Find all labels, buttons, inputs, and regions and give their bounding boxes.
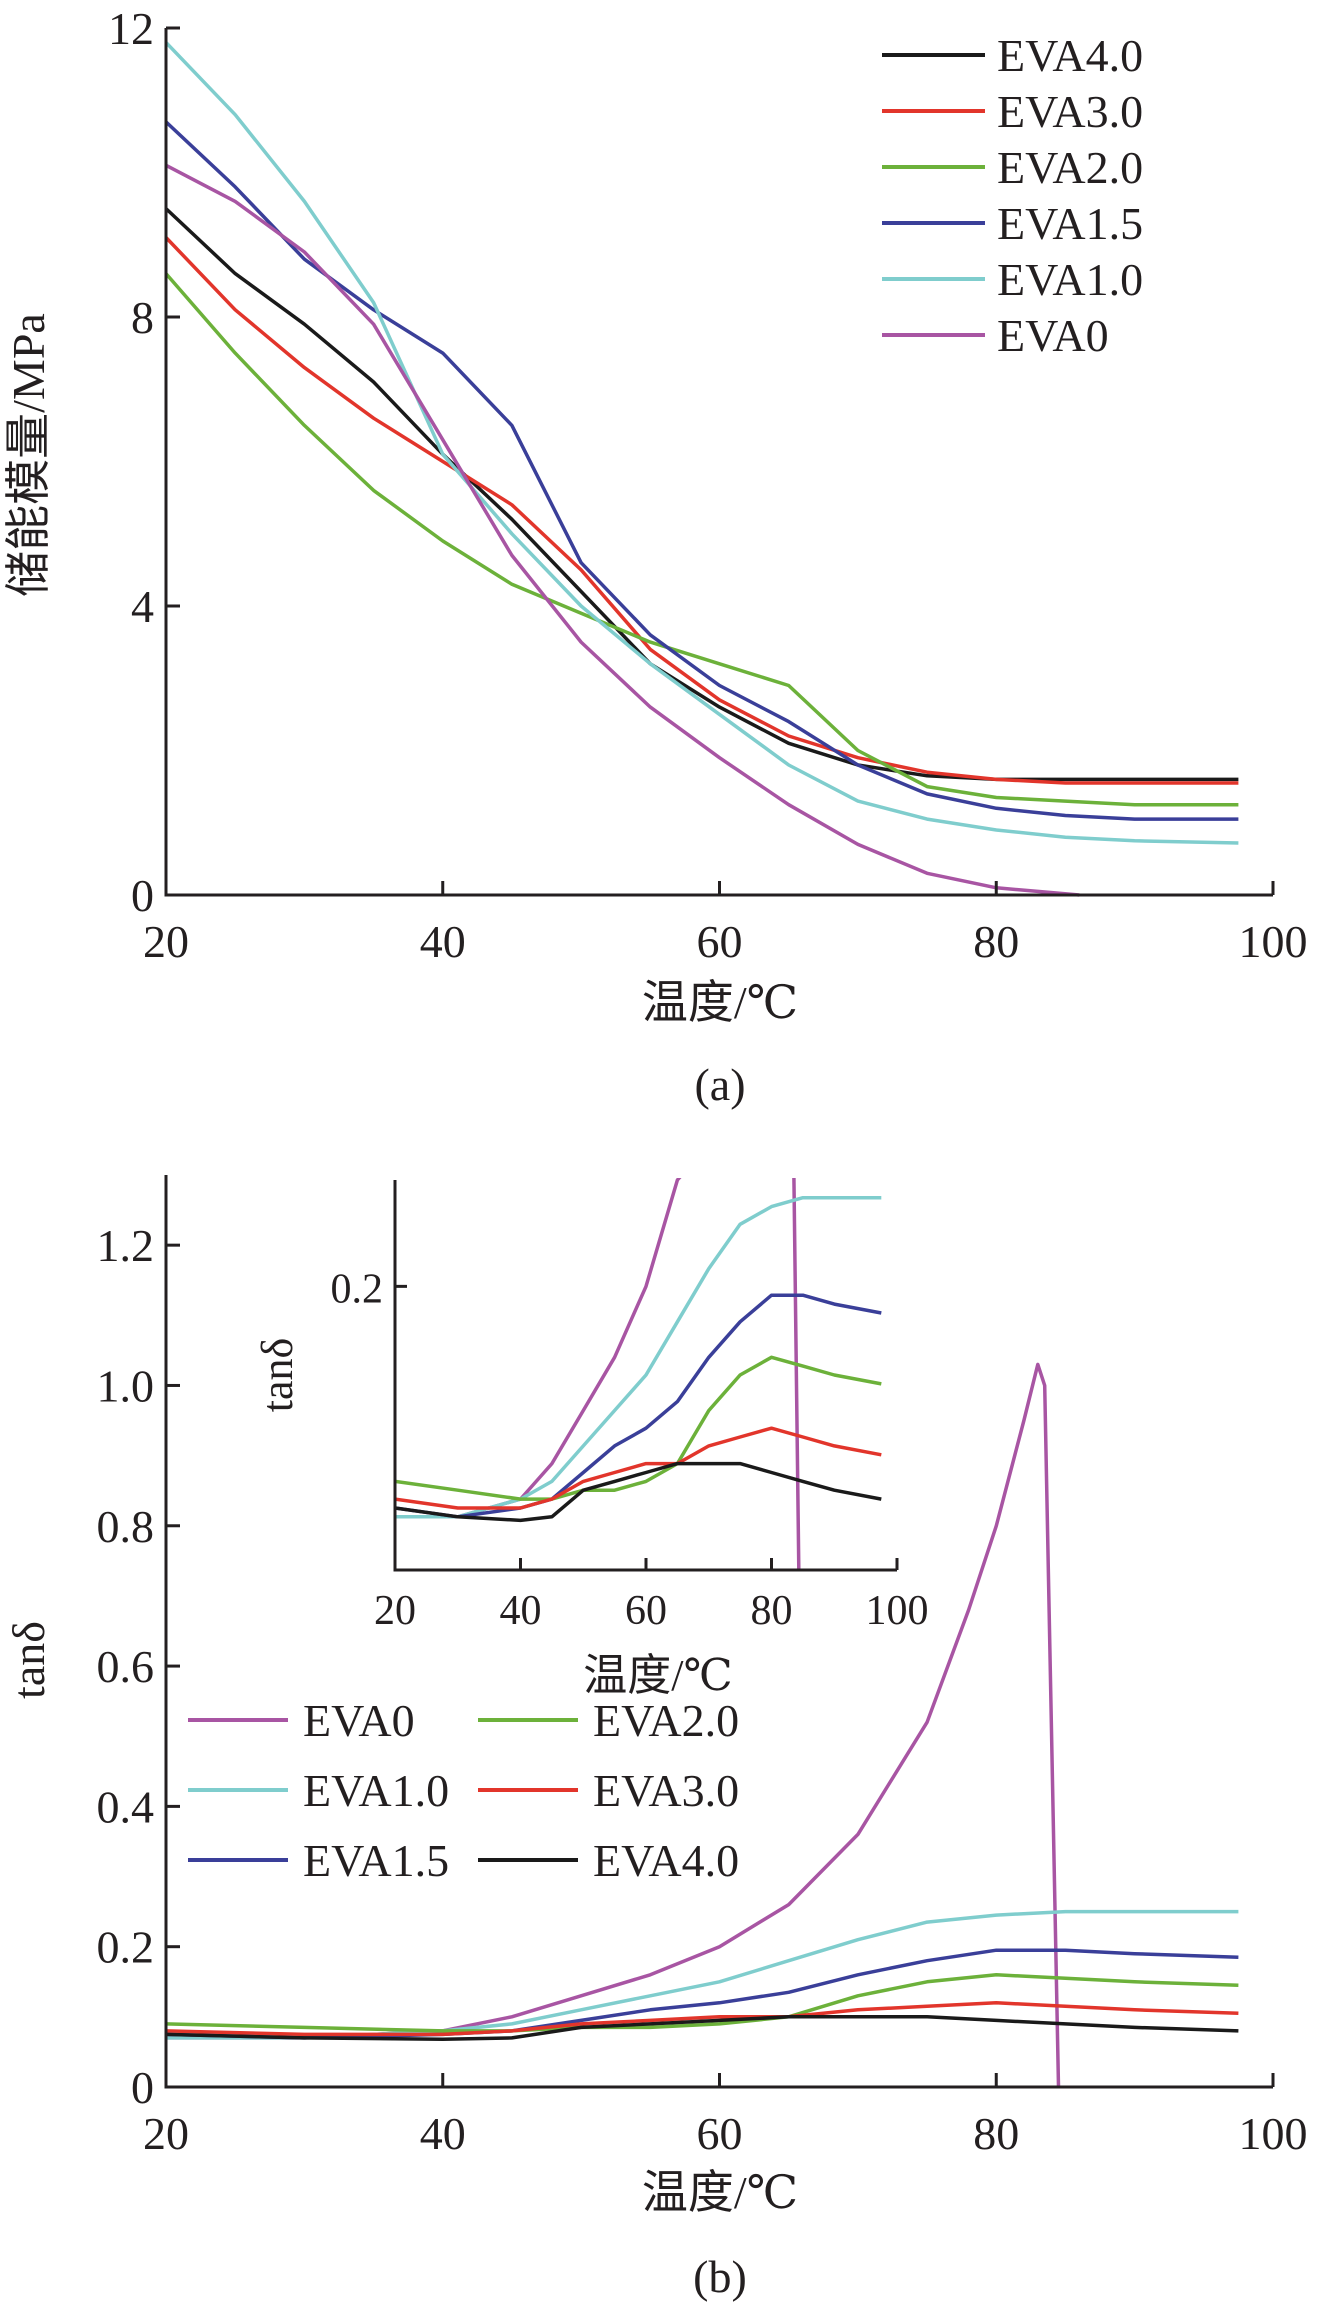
panel-b-series-eva3-0 — [165, 2001, 1239, 2037]
inset-series-eva1-0 — [395, 1195, 882, 1519]
panel-a-x-tick-label: 80 — [973, 916, 1019, 967]
panel-a-ticks: 20 40 60 80 100 0 4 8 12 — [108, 3, 1308, 967]
panel-a-legend-label-eva4-0: EVA4.0 — [997, 30, 1143, 81]
panel-a-y-tick-label: 4 — [131, 581, 154, 632]
inset-x-tick-label: 80 — [751, 1588, 793, 1634]
panel-b-y-tick-label: 1.0 — [97, 1360, 155, 1411]
inset-series-eva3-0 — [395, 1426, 882, 1510]
panel-a-x-tick-label: 100 — [1239, 916, 1308, 967]
inset-series-group — [395, 1178, 882, 1570]
panel-b-series-group — [165, 1362, 1239, 2088]
panel-a-series-eva3-0 — [164, 236, 1239, 785]
inset-x-tick-label: 20 — [374, 1588, 416, 1634]
panel-b-y-tick-label: 0.2 — [97, 1922, 155, 1973]
panel-b-x-axis-title: 温度/℃ — [642, 2167, 798, 2218]
panel-b-x-tick-label: 80 — [973, 2108, 1019, 2159]
panel-b-ticks: 20 40 60 80 100 0 0.2 0.4 0.6 0.8 1.0 1.2 — [97, 1220, 1308, 2159]
panel-b-x-tick-label: 40 — [420, 2108, 466, 2159]
panel-a-y-tick-label: 12 — [108, 3, 154, 54]
panel-b-series-eva0 — [166, 1362, 1061, 2088]
inset-series-eva4-0 — [395, 1461, 882, 1523]
panel-b-label: (b) — [693, 2251, 747, 2302]
panel-b-tan-delta-chart: 20 40 60 80 100 0 0.2 0.4 0.6 0.8 1.0 1.2 温度/℃ tanδ… — [3, 1175, 1308, 2302]
inset-x-tick-label: 100 — [866, 1588, 929, 1634]
panel-b-legend: EVA0 EVA2.0 EVA1.0 EVA3.0 EVA1.5 EVA4.0 — [188, 1695, 739, 1886]
panel-a-y-tick-label: 8 — [131, 292, 154, 343]
panel-b-legend-label-eva1-5: EVA1.5 — [303, 1835, 449, 1886]
panel-b-x-tick-label: 20 — [143, 2108, 189, 2159]
panel-a-legend-label-eva0: EVA0 — [997, 310, 1109, 361]
panel-a-series-eva0 — [165, 163, 1080, 897]
panel-a-legend-label-eva1-0: EVA1.0 — [997, 254, 1143, 305]
panel-b-y-axis-title: tanδ — [3, 1621, 54, 1699]
panel-b-y-tick-label: 0.4 — [97, 1781, 155, 1832]
panel-b-legend-label-eva3-0: EVA3.0 — [593, 1765, 739, 1816]
panel-a-legend-label-eva1-5: EVA1.5 — [997, 198, 1143, 249]
panel-b-legend-label-eva0: EVA0 — [303, 1695, 415, 1746]
panel-a-x-axis-title: 温度/℃ — [642, 977, 798, 1028]
panel-b-legend-label-eva4-0: EVA4.0 — [593, 1835, 739, 1886]
panel-a-legend-label-eva2-0: EVA2.0 — [997, 142, 1143, 193]
panel-a-series-eva1-5 — [164, 120, 1239, 821]
panel-a-series-eva2-0 — [164, 272, 1239, 807]
panel-a-y-tick-label: 0 — [131, 870, 154, 921]
panel-a-x-tick-label: 20 — [143, 916, 189, 967]
inset-x-tick-label: 40 — [500, 1588, 542, 1634]
panel-a-x-tick-label: 40 — [420, 916, 466, 967]
inset-ticks: 20 40 60 80 100 0.2 — [331, 1266, 929, 1634]
panel-a-storage-modulus-chart: 20 40 60 80 100 0 4 8 12 温度/℃ 储能模量/MPa (a) EVA4.… — [3, 3, 1308, 1110]
inset-x-axis-title: 温度/℃ — [583, 1651, 732, 1700]
inset-y-tick-label: 0.2 — [331, 1266, 384, 1312]
panel-a-label: (a) — [694, 1059, 745, 1110]
panel-b-series-eva4-0 — [165, 2015, 1239, 2042]
panel-a-series-eva4-0 — [164, 207, 1239, 782]
panel-b-x-tick-label: 100 — [1239, 2108, 1308, 2159]
panel-b-y-tick-label: 0 — [131, 2062, 154, 2113]
panel-b-legend-label-eva2-0: EVA2.0 — [593, 1695, 739, 1746]
inset-series-eva0 — [395, 1178, 801, 1570]
panel-a-series-group — [164, 41, 1239, 897]
panel-a-y-axis-title: 储能模量/MPa — [3, 313, 54, 597]
inset-y-axis-title: tanδ — [253, 1338, 302, 1413]
panel-b-y-tick-label: 0.8 — [97, 1501, 155, 1552]
panel-b-y-tick-label: 0.6 — [97, 1641, 155, 1692]
panel-a-series-eva1-0 — [164, 41, 1239, 845]
panel-b-x-tick-label: 60 — [697, 2108, 743, 2159]
panel-b-y-tick-label: 1.2 — [97, 1220, 155, 1271]
inset-series-clipped — [395, 1178, 882, 1570]
panel-a-legend-label-eva3-0: EVA3.0 — [997, 86, 1143, 137]
inset-x-tick-label: 60 — [625, 1588, 667, 1634]
panel-a-x-tick-label: 60 — [697, 916, 743, 967]
inset-series-eva2-0 — [395, 1355, 882, 1501]
panel-b-inset-chart: 20 40 60 80 100 0.2 温度/℃ tanδ — [253, 1178, 929, 1700]
panel-b-legend-label-eva1-0: EVA1.0 — [303, 1765, 449, 1816]
